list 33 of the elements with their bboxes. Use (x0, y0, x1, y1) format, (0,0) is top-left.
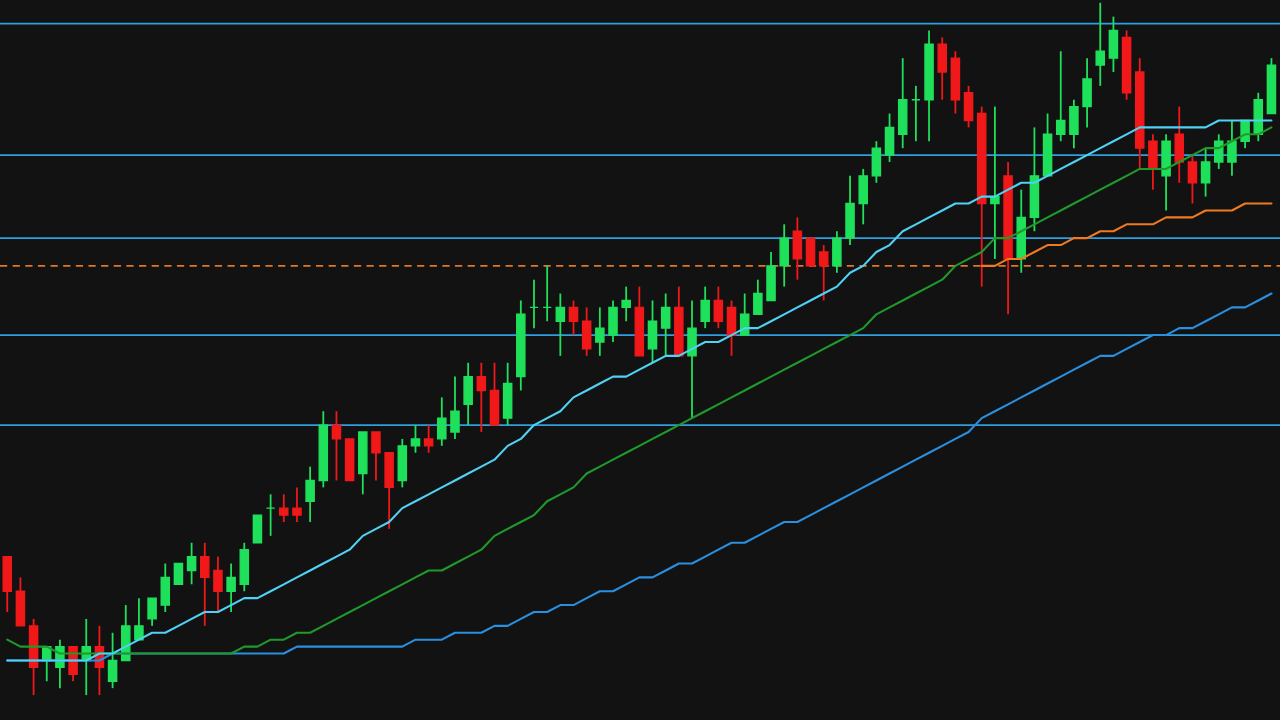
candlestick (371, 431, 381, 482)
candlestick (107, 631, 118, 690)
candlestick (279, 493, 289, 523)
candlestick (173, 562, 184, 586)
candlestick (555, 292, 566, 357)
candlestick (1187, 154, 1198, 205)
candlestick (713, 285, 724, 330)
candlestick (1213, 133, 1224, 170)
candlestick (1227, 119, 1237, 177)
candlestick (450, 375, 460, 440)
candlestick (753, 278, 763, 316)
candlestick (423, 424, 434, 454)
candlestick (621, 285, 631, 323)
candlestick (199, 541, 210, 627)
candlestick (568, 299, 579, 336)
candlestick (818, 244, 829, 302)
candlestick (1095, 1, 1106, 87)
candlestick (410, 424, 421, 454)
candlestick (437, 396, 447, 447)
candlestick (213, 555, 223, 613)
candlestick (1200, 147, 1211, 198)
candlestick (660, 292, 671, 357)
candlestick (1055, 50, 1066, 143)
candlestick (134, 597, 144, 641)
candlestick (186, 541, 197, 586)
candlestick (147, 597, 157, 627)
candlestick (292, 486, 302, 523)
candlestick (476, 361, 487, 433)
candlestick (700, 285, 710, 330)
candlestick (226, 562, 236, 613)
candlestick (305, 465, 315, 523)
candlestick (595, 306, 605, 357)
candlestick (331, 410, 342, 482)
